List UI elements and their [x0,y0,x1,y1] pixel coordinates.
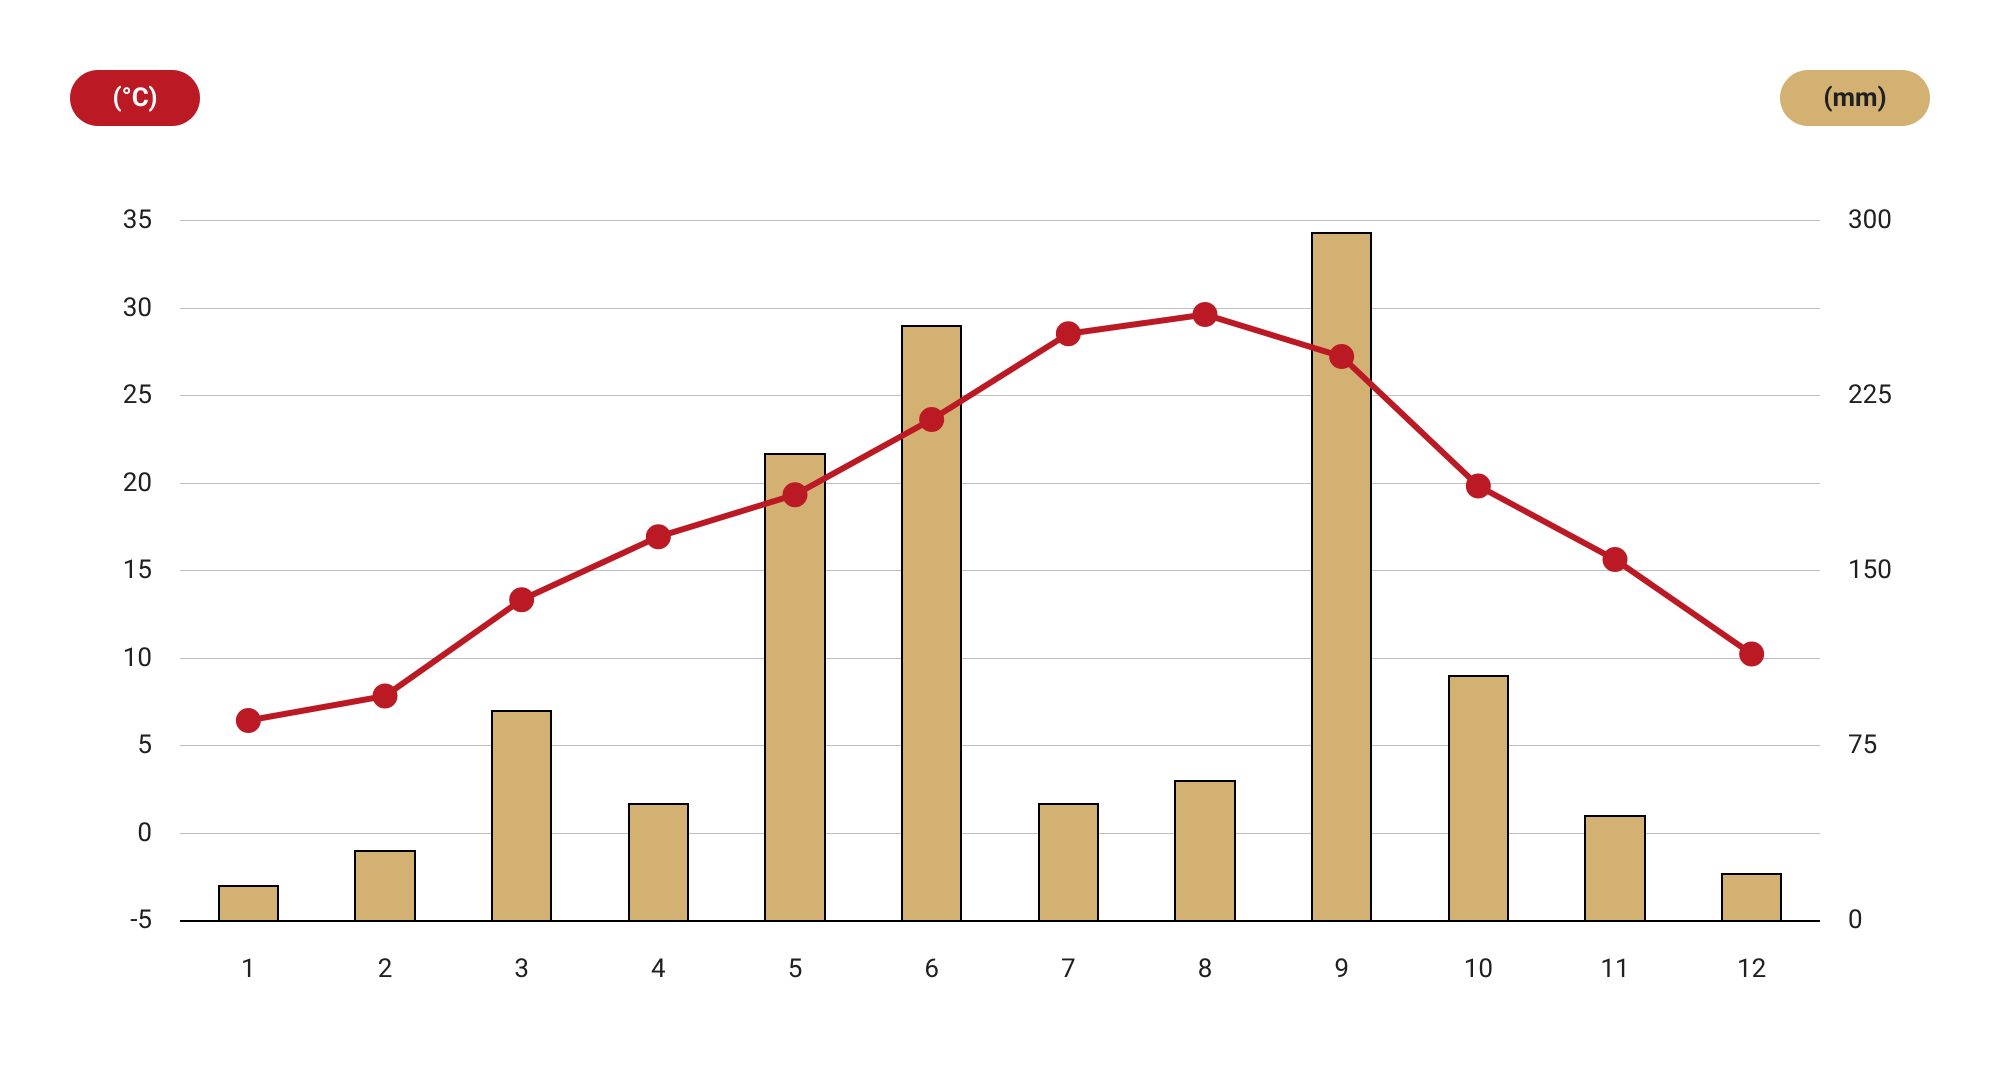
right-axis-unit-badge: (mm) [1780,70,1930,126]
temperature-marker [1603,548,1627,572]
temperature-line [248,315,1751,721]
temperature-marker [646,525,670,549]
left-axis-unit-badge: (°C) [70,70,200,126]
temperature-marker [1056,322,1080,346]
temperature-marker [373,684,397,708]
temperature-marker [1740,642,1764,666]
temperature-marker [236,709,260,733]
bar [1174,780,1236,920]
y-left-tick: 5 [137,730,152,760]
x-tick: 5 [788,954,803,984]
bar [628,803,690,920]
bar [354,850,416,920]
gridline [180,658,1820,659]
bar [218,885,280,920]
bar [1584,815,1646,920]
gridline [180,570,1820,571]
chart-canvas: (°C) (mm) -50510152025303507515022530012… [0,0,2000,1092]
x-axis-baseline [180,920,1820,922]
y-right-tick: 0 [1848,905,1863,935]
y-right-tick: 300 [1848,205,1892,235]
right-axis-unit-label: (mm) [1823,83,1886,113]
x-tick: 1 [241,954,256,984]
x-tick: 12 [1737,954,1766,984]
gridline [180,395,1820,396]
bar [1721,873,1783,920]
x-tick: 4 [651,954,666,984]
x-tick: 2 [378,954,393,984]
temperature-marker [1193,303,1217,327]
plot-area: -505101520253035075150225300123456789101… [180,220,1820,920]
y-right-tick: 150 [1848,555,1892,585]
bar [901,325,963,920]
gridline [180,745,1820,746]
x-tick: 9 [1334,954,1349,984]
gridline [180,483,1820,484]
y-left-tick: 35 [123,205,152,235]
x-tick: 11 [1600,954,1629,984]
y-left-tick: -5 [130,905,152,935]
bar [1448,675,1510,920]
bar [1311,232,1373,920]
x-tick: 7 [1061,954,1076,984]
temperature-marker [510,588,534,612]
temperature-marker [1466,474,1490,498]
y-left-tick: 15 [123,555,152,585]
y-left-tick: 20 [123,468,152,498]
bar [764,453,826,920]
gridline [180,833,1820,834]
y-right-tick: 75 [1848,730,1877,760]
bar [491,710,553,920]
gridline [180,220,1820,221]
gridline [180,308,1820,309]
y-right-tick: 225 [1848,380,1892,410]
x-tick: 3 [514,954,529,984]
y-left-tick: 10 [123,643,152,673]
x-tick: 10 [1464,954,1493,984]
y-left-tick: 0 [137,818,152,848]
left-axis-unit-label: (°C) [112,83,157,113]
bar [1038,803,1100,920]
x-tick: 8 [1198,954,1213,984]
y-left-tick: 30 [123,293,152,323]
x-tick: 6 [924,954,939,984]
y-left-tick: 25 [123,380,152,410]
